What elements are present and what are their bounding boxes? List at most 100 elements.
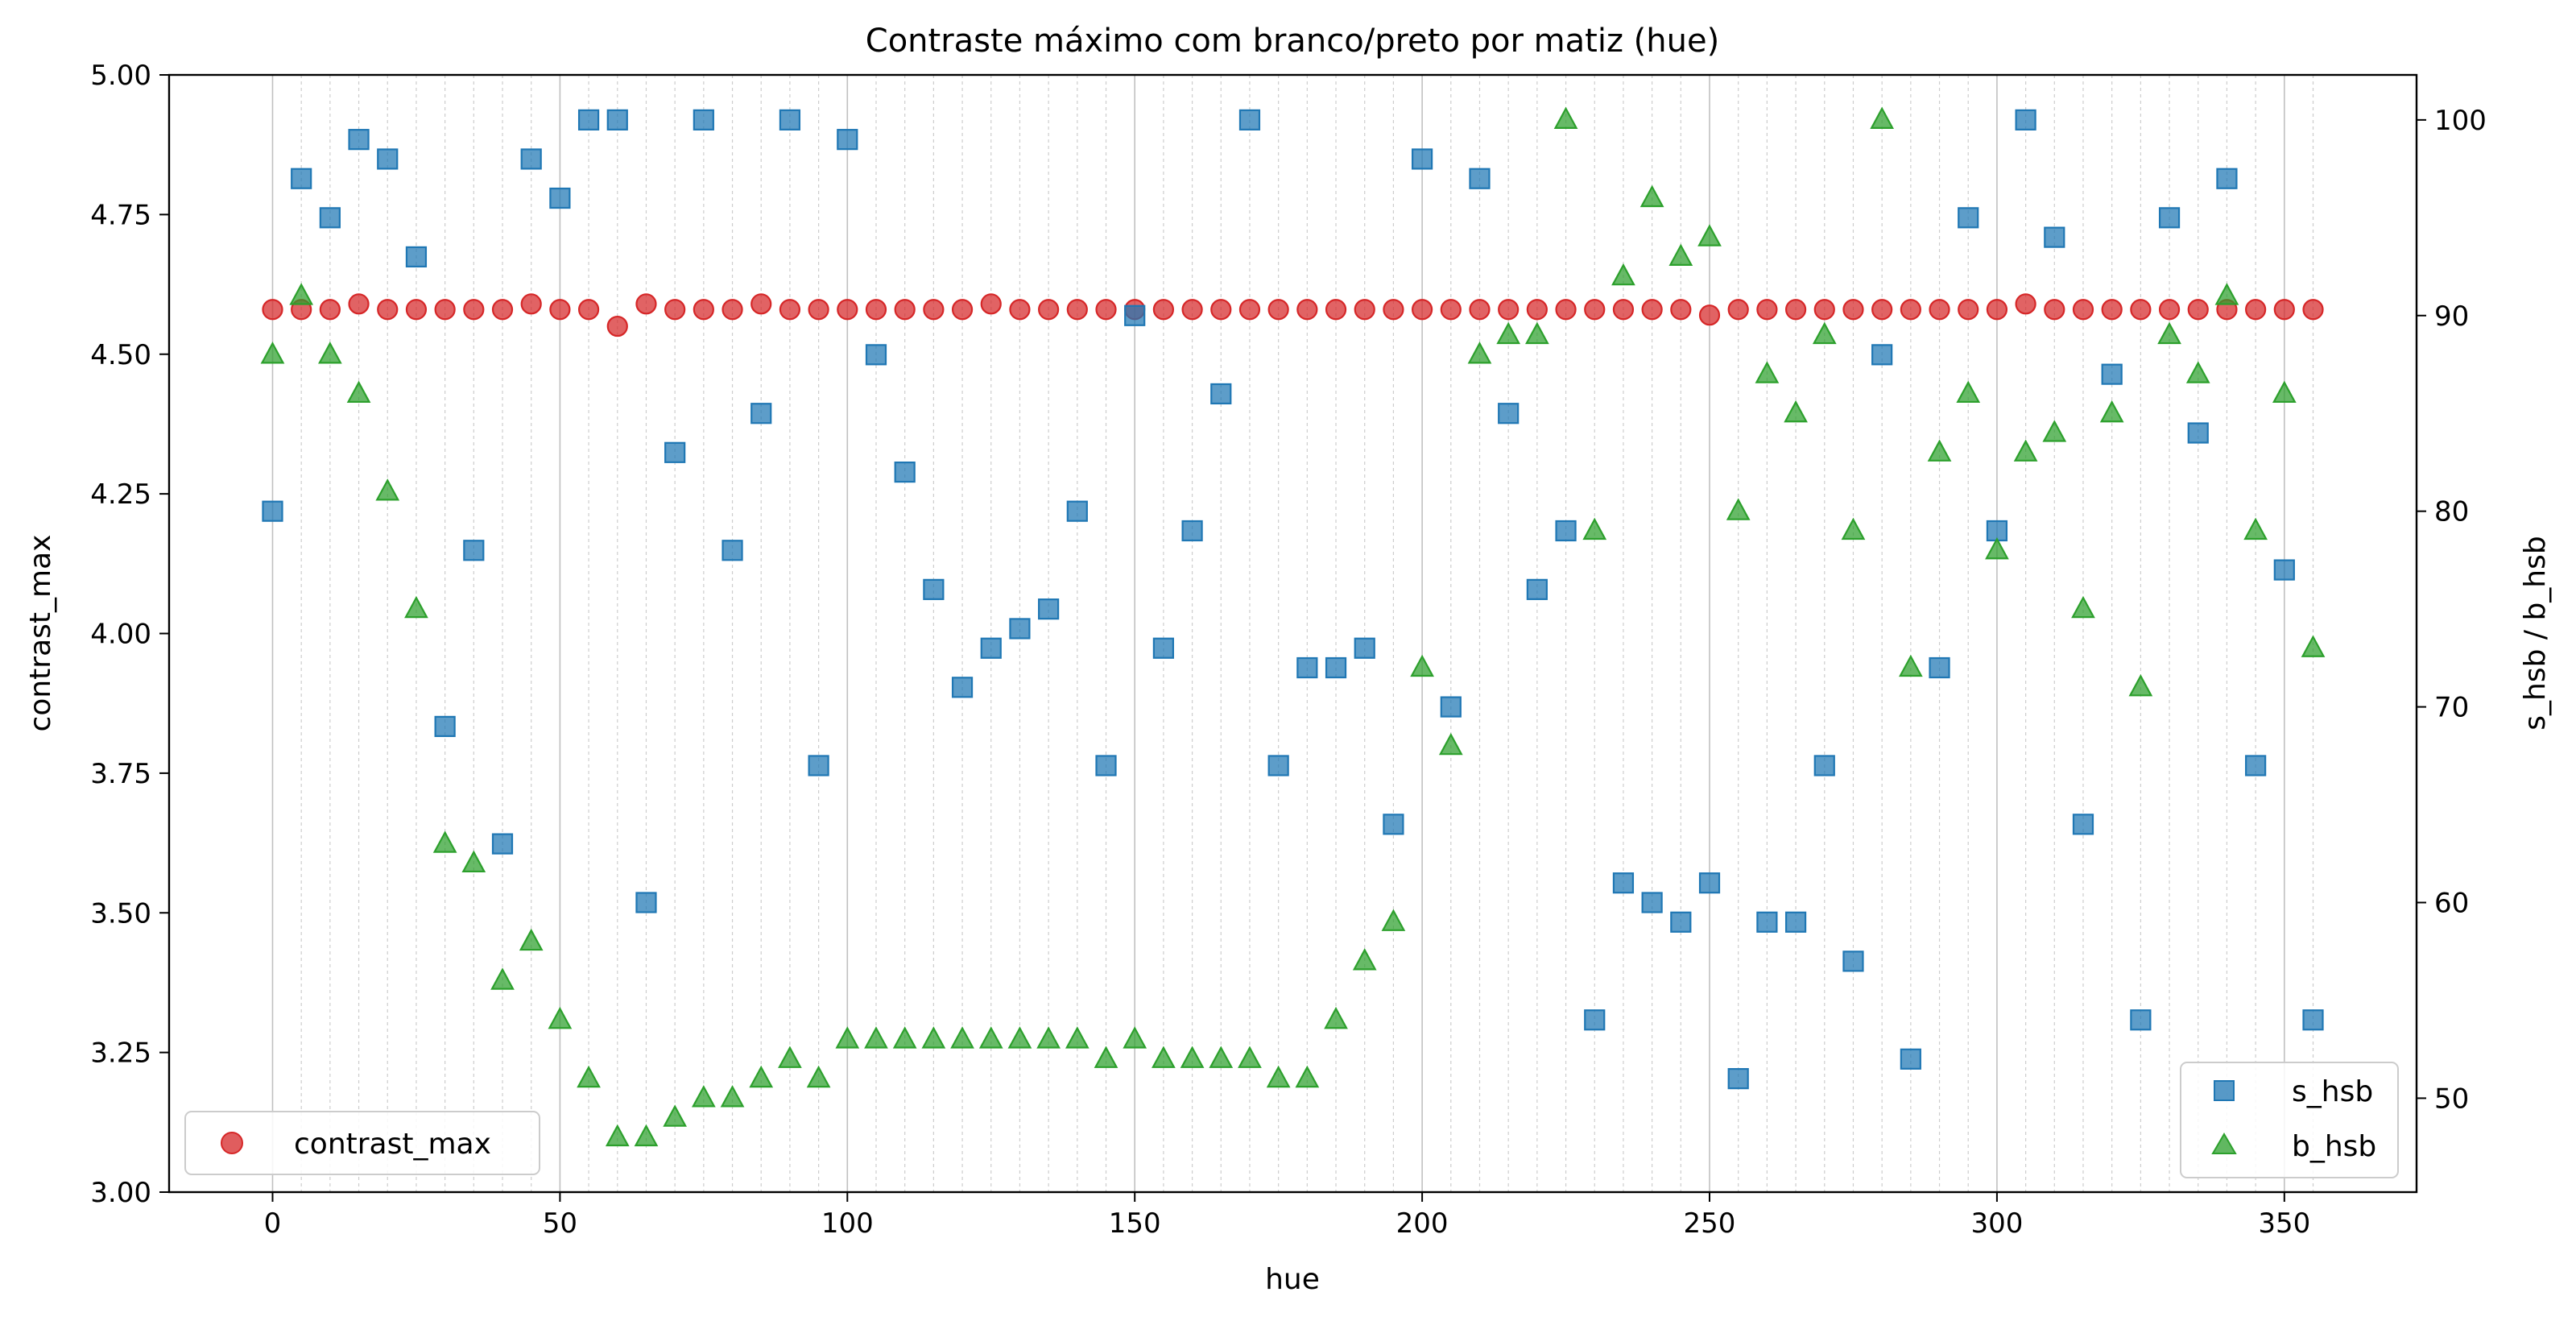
x-tick-label: 200 xyxy=(1396,1207,1449,1240)
b-hsb-point xyxy=(548,1006,573,1029)
contrast-max-point xyxy=(1095,299,1117,321)
contrast-max-point xyxy=(2187,299,2209,321)
s-hsb-point xyxy=(1555,520,1577,542)
s-hsb-point xyxy=(2273,559,2295,581)
s-hsb-point xyxy=(1784,911,1807,933)
contrast-max-point xyxy=(1526,299,1548,321)
b-hsb-point xyxy=(1525,321,1549,345)
contrast-max-point xyxy=(837,299,858,321)
b-hsb-point xyxy=(1582,517,1607,540)
s-hsb-point xyxy=(549,187,571,209)
x-tick-label: 0 xyxy=(264,1207,282,1240)
s-hsb-point xyxy=(1095,755,1117,776)
y-right-tick-label: 90 xyxy=(2434,300,2469,333)
s-hsb-point xyxy=(894,462,916,483)
contrast-max-point xyxy=(491,299,514,321)
s-hsb-point xyxy=(1958,207,1979,229)
b-hsb-point xyxy=(375,478,400,501)
b-hsb-point xyxy=(2099,400,2124,423)
s-hsb-point xyxy=(520,148,542,170)
b-hsb-point xyxy=(1180,1046,1205,1068)
s-hsb-point xyxy=(1325,656,1347,679)
s-hsb-point xyxy=(2245,755,2267,776)
s-hsb-point xyxy=(262,500,283,522)
b-hsb-point xyxy=(1812,321,1837,345)
y-right-tick-label: 80 xyxy=(2434,496,2469,528)
b-hsb-point xyxy=(1094,1046,1118,1068)
y-axis-label-left: contrast_max xyxy=(24,535,57,732)
b-hsb-point xyxy=(605,1124,630,1147)
b-hsb-point xyxy=(749,1065,774,1088)
y-left-tick-label: 4.00 xyxy=(90,619,151,651)
contrast-max-point xyxy=(1641,299,1663,321)
s-hsb-point xyxy=(2130,1009,2152,1031)
s-hsb-point xyxy=(779,109,801,130)
s-hsb-point xyxy=(2101,363,2123,385)
s-hsb-point xyxy=(1181,520,1203,542)
contrast-max-point xyxy=(1469,299,1491,321)
contrast-max-point xyxy=(1929,299,1950,321)
b-hsb-point xyxy=(720,1085,745,1108)
contrast-max-point xyxy=(1009,299,1031,321)
s-hsb-point xyxy=(2015,109,2036,130)
contrast-max-point xyxy=(1727,299,1749,321)
b-hsb-point xyxy=(1927,439,1952,462)
x-axis-label: hue xyxy=(1265,1263,1320,1296)
contrast-max-point xyxy=(1267,299,1289,321)
s-hsb-point xyxy=(635,892,657,913)
contrast-max-point xyxy=(1440,299,1462,321)
s-hsb-point xyxy=(1383,814,1404,835)
contrast-max-point xyxy=(1871,299,1893,321)
b-hsb-point xyxy=(691,1085,716,1108)
contrast-max-point xyxy=(1383,299,1404,321)
b-hsb-point xyxy=(1410,654,1434,677)
legend-b-hsb-label: b_hsb xyxy=(2292,1130,2376,1163)
legend-right: s_hsb b_hsb xyxy=(2180,1062,2399,1178)
chart-title: Contraste máximo com branco/preto por ma… xyxy=(866,23,1719,60)
grid-layer xyxy=(271,75,2314,1192)
b-hsb-point xyxy=(2185,361,2210,383)
contrast-max-point xyxy=(1842,299,1864,321)
contrast-max-point xyxy=(2130,299,2152,321)
b-hsb-point xyxy=(461,850,486,873)
contrast-max-point xyxy=(1958,299,1979,321)
legend-left: contrast_max xyxy=(184,1111,540,1175)
b-hsb-point xyxy=(318,342,342,364)
s-hsb-point xyxy=(1670,911,1692,933)
s-hsb-point xyxy=(1871,344,1893,366)
s-hsb-point xyxy=(1124,304,1146,326)
s-hsb-point xyxy=(2158,207,2181,229)
legend-right-box xyxy=(2180,1062,2399,1178)
contrast-max-point xyxy=(1152,299,1174,321)
contrast-max-point xyxy=(1612,299,1635,321)
s-hsb-point xyxy=(693,109,714,130)
b-hsb-point xyxy=(260,342,285,364)
contrast-max-point xyxy=(2302,299,2324,321)
b-hsb-point xyxy=(1496,321,1521,345)
b-hsb-point xyxy=(1007,1026,1032,1049)
s-hsb-point xyxy=(1152,637,1174,659)
s-hsb-point xyxy=(319,207,341,229)
x-tick-label: 300 xyxy=(1970,1207,2023,1240)
y-axis-label-right: s_hsb / b_hsb xyxy=(2519,536,2552,730)
s-hsb-point xyxy=(2072,814,2094,835)
x-tick-label: 50 xyxy=(543,1207,577,1240)
y-left-tick-label: 3.00 xyxy=(90,1177,151,1209)
s-hsb-point xyxy=(1009,618,1031,640)
s-hsb-point xyxy=(405,246,428,268)
s-hsb-point xyxy=(664,441,686,463)
s-hsb-point xyxy=(2302,1009,2324,1031)
contrast-max-point xyxy=(980,293,1002,315)
contrast-max-point xyxy=(2101,299,2123,321)
b-hsb-point xyxy=(519,928,544,951)
s-hsb-point xyxy=(1066,500,1088,522)
s-hsb-point xyxy=(1612,872,1635,894)
b-hsb-point xyxy=(1324,1006,1348,1029)
b-hsb-point xyxy=(1697,224,1722,246)
b-hsb-point xyxy=(1123,1026,1147,1049)
b-hsb-point xyxy=(634,1124,659,1147)
b-hsb-point xyxy=(1553,106,1578,129)
contrast-max-point xyxy=(1813,299,1835,321)
b-hsb-point xyxy=(806,1065,831,1088)
